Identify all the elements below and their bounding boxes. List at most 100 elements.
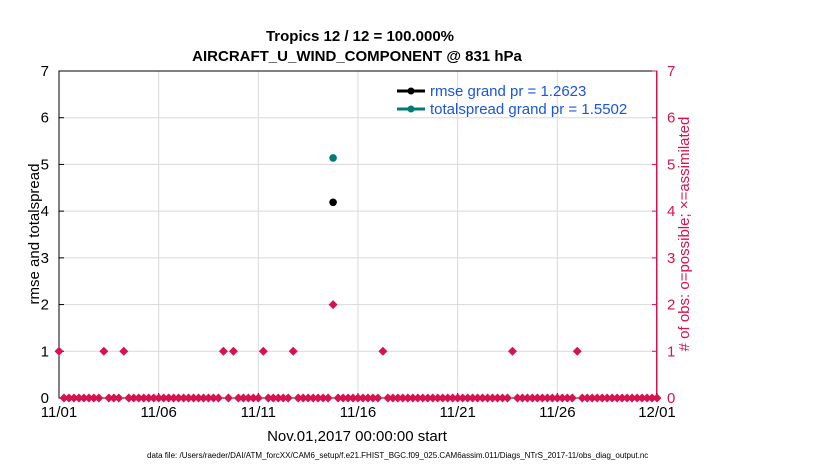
obs-count-marker (149, 393, 159, 403)
obs-count-marker (338, 393, 348, 403)
obs-count-marker (478, 393, 488, 403)
obs-count-marker (592, 393, 602, 403)
obs-count-marker (612, 393, 622, 403)
obs-count-marker (458, 393, 468, 403)
obs-count-marker (333, 393, 343, 403)
right-tick-label: 6 (667, 110, 675, 127)
y-tick-label: 2 (41, 297, 49, 314)
obs-count-marker (602, 393, 612, 403)
obs-count-marker-nonzero (99, 346, 109, 356)
y-tick-label: 1 (41, 343, 49, 360)
obs-count-marker (64, 393, 74, 403)
obs-count-marker (388, 393, 398, 403)
right-tick-label: 2 (667, 297, 675, 314)
x-tick-label: 11/26 (539, 404, 575, 421)
obs-count-marker (89, 393, 99, 403)
obs-count-marker (418, 393, 428, 403)
obs-count-marker (557, 393, 567, 403)
right-tick-label: 3 (667, 250, 675, 267)
obs-count-marker (69, 393, 79, 403)
obs-count-marker-nonzero (572, 346, 582, 356)
obs-count-marker (587, 393, 597, 403)
right-tick-label: 0 (667, 390, 675, 407)
obs-count-marker (104, 393, 114, 403)
obs-count-marker (423, 393, 433, 403)
obs-count-marker (493, 393, 503, 403)
obs-count-marker (517, 393, 527, 403)
obs-count-marker (368, 393, 378, 403)
x-tick-label: 11/01 (41, 404, 77, 421)
obs-count-marker (567, 393, 577, 403)
obs-count-marker (84, 393, 94, 403)
obs-count-marker (263, 393, 273, 403)
obs-count-marker (223, 393, 233, 403)
legend-totalspread-label: totalspread grand pr = 1.5502 (430, 101, 627, 118)
obs-count-marker (597, 393, 607, 403)
obs-count-marker (278, 393, 288, 403)
legend-rmse-label: rmse grand pr = 1.2623 (430, 83, 586, 100)
obs-count-marker (79, 393, 89, 403)
obs-count-marker-nonzero (507, 346, 517, 356)
obs-count-marker (627, 393, 637, 403)
obs-count-marker (527, 393, 537, 403)
obs-count-marker (413, 393, 423, 403)
obs-count-marker (632, 393, 642, 403)
obs-count-marker (343, 393, 353, 403)
obs-count-marker (74, 393, 84, 403)
obs-count-marker (59, 393, 69, 403)
x-tick-label: 12/01 (638, 404, 676, 421)
obs-count-marker (408, 393, 418, 403)
obs-count-marker (498, 393, 508, 403)
obs-count-marker-nonzero (218, 346, 228, 356)
x-tick-label: 11/11 (241, 404, 276, 421)
obs-count-marker-nonzero (119, 346, 129, 356)
obs-count-marker (189, 393, 199, 403)
obs-count-marker (428, 393, 438, 403)
obs-count-marker (642, 393, 652, 403)
rmse-point (329, 198, 337, 207)
obs-count-marker (503, 393, 512, 403)
obs-count-marker (268, 393, 278, 403)
obs-count-marker (208, 393, 218, 403)
obs-count-marker (433, 393, 443, 403)
obs-count-marker (617, 393, 627, 403)
obs-count-marker (184, 393, 194, 403)
obs-count-marker-nonzero (288, 346, 298, 356)
obs-count-marker (159, 393, 169, 403)
obs-count-marker (169, 393, 179, 403)
obs-count-marker (213, 393, 223, 403)
right-tick-label: 4 (667, 203, 675, 220)
obs-count-marker (473, 393, 483, 403)
obs-count-marker-nonzero (54, 346, 64, 356)
right-tick-label: 7 (667, 63, 675, 80)
y-axis-label: rmse and totalspread (26, 164, 43, 305)
obs-count-marker (453, 393, 463, 403)
obs-count-marker (443, 393, 453, 403)
obs-count-marker (114, 393, 124, 403)
obs-count-marker (483, 393, 493, 403)
obs-count-marker (383, 393, 393, 403)
obs-count-marker (174, 393, 184, 403)
obs-count-marker (637, 393, 647, 403)
y-tick-label: 7 (41, 63, 49, 80)
totalspread-point (329, 154, 337, 162)
legend: rmse grand pr = 1.2623 totalspread grand… (397, 83, 627, 118)
legend-rmse-marker (407, 87, 415, 95)
obs-count-marker (398, 393, 408, 403)
ticks: 11/01 11/06 11/11 11/16 11/21 11/26 12/0101234… (41, 63, 676, 421)
obs-count-marker (607, 393, 617, 403)
obs-count-marker-nonzero (328, 300, 338, 310)
chart-subtitle: AIRCRAFT_U_WIND_COMPONENT @ 831 hPa (192, 48, 522, 65)
chart-title: Tropics 12 / 12 = 100.000% (266, 28, 454, 45)
obs-count-marker (348, 393, 358, 403)
obs-count-marker (318, 393, 328, 403)
obs-count-marker (468, 393, 478, 403)
obs-count-marker (532, 393, 542, 403)
obs-count-marker (488, 393, 498, 403)
obs-count-marker (652, 393, 662, 403)
obs-count-marker (124, 393, 134, 403)
y-tick-label: 4 (41, 203, 49, 220)
obs-count-marker-nonzero (258, 346, 268, 356)
obs-count-marker (179, 393, 189, 403)
